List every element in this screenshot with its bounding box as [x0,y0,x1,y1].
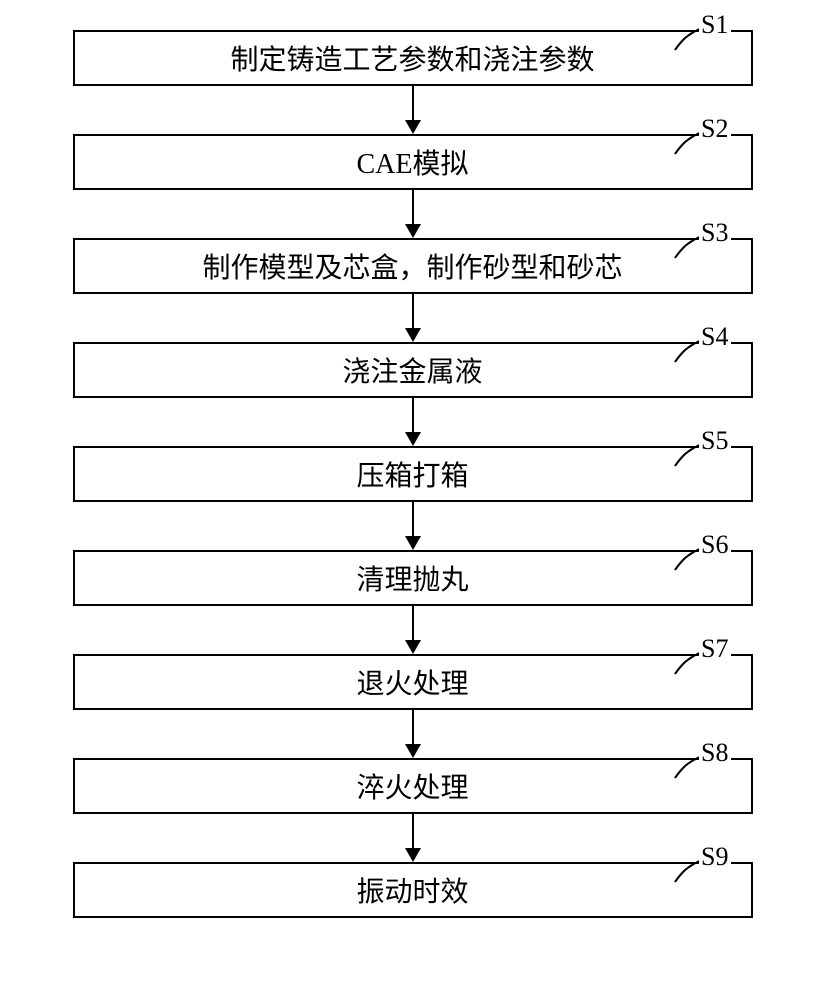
process-step-box: S6清理抛丸 [73,550,753,606]
arrow-line [412,606,414,640]
step-text: 制作模型及芯盒，制作砂型和砂芯 [202,246,622,286]
step-text: 退火处理 [356,662,468,702]
process-step-box: S5压箱打箱 [73,446,753,502]
step-wrapper: S3制作模型及芯盒，制作砂型和砂芯 [20,238,805,294]
step-text: 振动时效 [356,870,468,910]
arrow-connector [405,294,421,342]
step-wrapper: S1制定铸造工艺参数和浇注参数 [20,30,805,86]
process-step-box: S9振动时效 [73,862,753,918]
arrow-line [412,710,414,744]
step-id-label: S6 [699,530,730,560]
step-id-label: S4 [699,322,730,352]
arrow-head-icon [405,848,421,862]
process-step-box: S3制作模型及芯盒，制作砂型和砂芯 [73,238,753,294]
arrow-connector [405,606,421,654]
arrow-line [412,814,414,848]
arrow-line [412,502,414,536]
step-id-label: S7 [699,634,730,664]
step-id-label: S9 [699,842,730,872]
step-wrapper: S2CAE模拟 [20,134,805,190]
arrow-line [412,294,414,328]
arrow-line [412,398,414,432]
arrow-connector [405,710,421,758]
step-text: 清理抛丸 [356,558,468,598]
step-text: 制定铸造工艺参数和浇注参数 [230,38,594,78]
step-text: CAE模拟 [356,142,468,182]
arrow-head-icon [405,432,421,446]
step-wrapper: S5压箱打箱 [20,446,805,502]
arrow-head-icon [405,640,421,654]
step-id-label: S2 [699,114,730,144]
step-id-label: S8 [699,738,730,768]
process-step-box: S7退火处理 [73,654,753,710]
arrow-head-icon [405,328,421,342]
arrow-head-icon [405,744,421,758]
process-step-box: S8淬火处理 [73,758,753,814]
step-id-label: S5 [699,426,730,456]
arrow-connector [405,502,421,550]
step-wrapper: S7退火处理 [20,654,805,710]
arrow-connector [405,86,421,134]
arrow-head-icon [405,224,421,238]
step-wrapper: S8淬火处理 [20,758,805,814]
step-text: 压箱打箱 [356,454,468,494]
process-step-box: S4浇注金属液 [73,342,753,398]
arrow-head-icon [405,536,421,550]
arrow-connector [405,398,421,446]
step-wrapper: S4浇注金属液 [20,342,805,398]
step-wrapper: S9振动时效 [20,862,805,918]
arrow-line [412,86,414,120]
step-id-label: S3 [699,218,730,248]
process-step-box: S1制定铸造工艺参数和浇注参数 [73,30,753,86]
arrow-connector [405,190,421,238]
step-wrapper: S6清理抛丸 [20,550,805,606]
arrow-line [412,190,414,224]
step-text: 浇注金属液 [342,350,482,390]
arrow-connector [405,814,421,862]
arrow-head-icon [405,120,421,134]
step-text: 淬火处理 [356,766,468,806]
step-id-label: S1 [699,10,730,40]
process-step-box: S2CAE模拟 [73,134,753,190]
flowchart-container: S1制定铸造工艺参数和浇注参数S2CAE模拟S3制作模型及芯盒，制作砂型和砂芯S… [20,30,805,918]
